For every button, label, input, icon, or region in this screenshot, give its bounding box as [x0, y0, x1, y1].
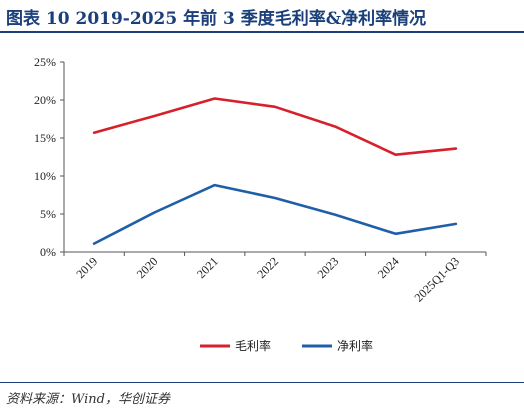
legend-label: 净利率 — [337, 338, 373, 353]
y-tick-label: 25% — [34, 55, 56, 69]
footer-divider — [0, 382, 524, 383]
source-note: 资料来源：Wind，华创证券 — [6, 392, 170, 407]
title-bar: 图表 10 2019-2025 年前 3 季度毛利率&净利率情况 — [0, 0, 524, 33]
y-tick-label: 5% — [40, 207, 56, 221]
series-line-2 — [92, 183, 458, 245]
figure-title: 图表 10 2019-2025 年前 3 季度毛利率&净利率情况 — [6, 9, 427, 29]
x-tick-label: 2025Q1-Q3 — [412, 254, 462, 304]
y-tick-label: 0% — [40, 245, 56, 259]
y-tick-label: 15% — [34, 131, 56, 145]
x-tick-label: 2023 — [315, 254, 342, 281]
line-chart: 0% 5% 10% 15% 20% 25% 2019 2020 2021 2022 2023 2024… — [34, 55, 487, 353]
x-tick-label: 2019 — [73, 254, 100, 281]
legend-label: 毛利率 — [235, 338, 271, 353]
x-tick-label: 2020 — [134, 254, 161, 281]
x-tick-label: 2024 — [375, 254, 402, 281]
y-tick-label: 20% — [34, 93, 56, 107]
x-tick-label: 2022 — [254, 254, 281, 281]
series-line-1 — [92, 97, 458, 156]
y-tick-label: 10% — [34, 169, 56, 183]
title-divider — [0, 31, 524, 33]
x-tick-label: 2021 — [194, 254, 221, 281]
